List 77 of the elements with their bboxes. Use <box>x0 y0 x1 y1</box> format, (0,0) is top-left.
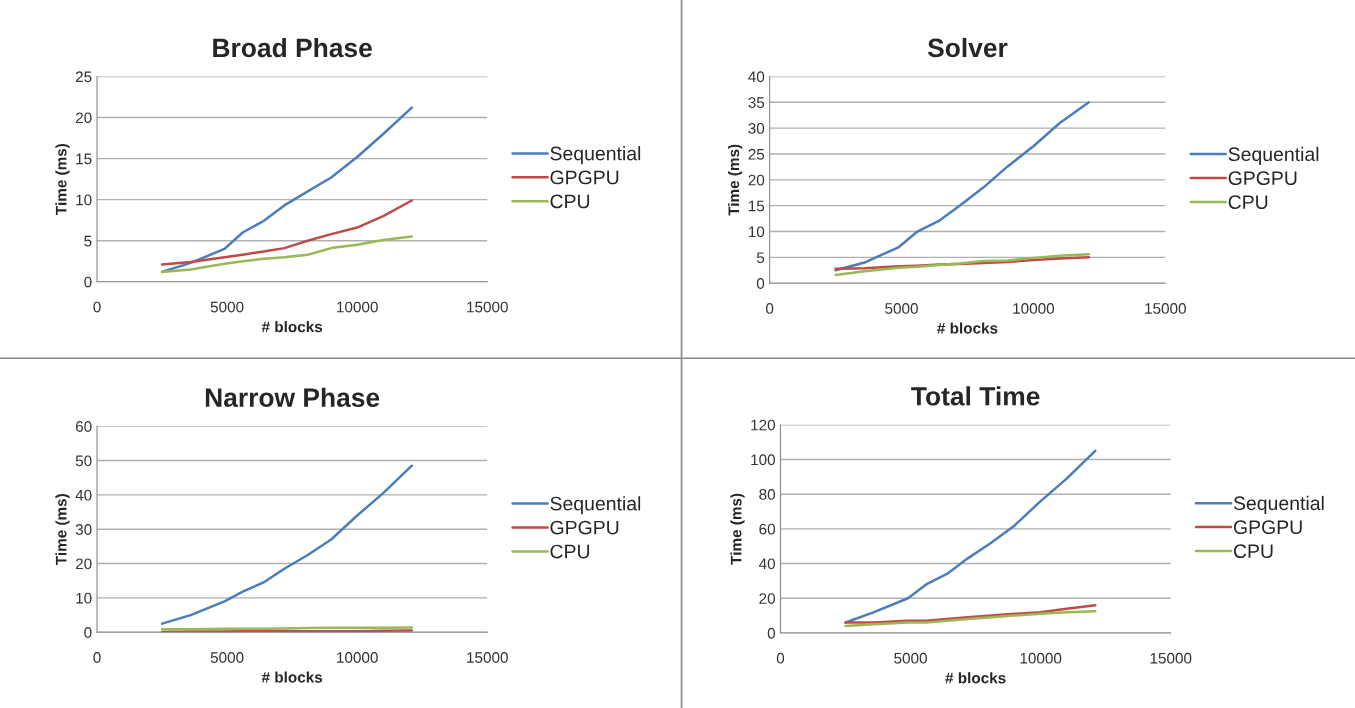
legend-label: GPGPU <box>1233 520 1302 535</box>
line-series <box>844 449 1097 624</box>
x-tick-label: 10000 <box>1013 303 1055 314</box>
y-tick-label: 80 <box>759 489 776 500</box>
y-tick-label: 10 <box>748 226 765 238</box>
chart-title: Total Time <box>911 386 1040 406</box>
chart-title: Narrow Phase <box>205 387 380 408</box>
x-tick-label: 5000 <box>210 301 244 313</box>
y-tick-label: 120 <box>751 419 776 431</box>
y-tick-label: 30 <box>75 524 92 535</box>
x-tick-label: 0 <box>93 301 101 313</box>
x-tick-label: 10000 <box>337 301 378 313</box>
x-tick-label: 5000 <box>210 652 244 663</box>
line-series <box>160 106 414 274</box>
y-tick-label: 100 <box>751 454 776 466</box>
x-tick-label: 15000 <box>467 301 508 313</box>
x-tick-label: 0 <box>776 652 785 664</box>
x-tick-label: 15000 <box>1150 652 1192 664</box>
x-axis-title: # blocks <box>261 671 323 683</box>
x-tick-label: 10000 <box>337 652 378 663</box>
y-tick-label: 20 <box>75 112 92 124</box>
y-tick-label: 60 <box>759 523 776 535</box>
x-axis-title: # blocks <box>261 321 323 333</box>
y-tick-label: 10 <box>76 592 92 604</box>
y-tick-label: 20 <box>748 174 765 186</box>
y-tick-label: 0 <box>756 278 765 289</box>
y-tick-label: 25 <box>75 71 92 83</box>
legend-label: CPU <box>1228 195 1268 210</box>
y-tick-label: 0 <box>84 276 92 288</box>
line-series <box>834 101 1091 272</box>
x-axis-title: # blocks <box>945 672 1006 684</box>
x-tick-label: 10000 <box>1020 652 1062 664</box>
legend-label: GPGPU <box>1228 171 1297 186</box>
legend-label: CPU <box>550 194 590 209</box>
y-tick-label: 50 <box>75 455 92 467</box>
line-series <box>844 610 1097 628</box>
legend-label: CPU <box>550 544 590 559</box>
line-series <box>160 464 414 625</box>
y-axis-title: Time (ms) <box>55 494 70 565</box>
legend-label: GPGPU <box>550 170 619 185</box>
y-tick-label: 40 <box>758 558 776 570</box>
y-tick-label: 5 <box>84 235 92 247</box>
line-series <box>844 603 1097 624</box>
x-tick-label: 5000 <box>894 652 927 664</box>
y-tick-label: 30 <box>748 123 765 134</box>
y-tick-label: 10 <box>76 194 92 206</box>
y-tick-label: 15 <box>748 200 765 212</box>
line-series <box>160 235 414 274</box>
x-axis-title: # blocks <box>937 322 998 334</box>
legend-label: CPU <box>1233 544 1273 559</box>
chart-title: Solver <box>927 37 1008 58</box>
legend-label: Sequential <box>550 496 641 515</box>
x-tick-label: 15000 <box>467 652 508 663</box>
y-axis-title: Time (ms) <box>730 493 745 565</box>
y-tick-label: 40 <box>748 71 765 83</box>
y-tick-label: 20 <box>759 593 776 604</box>
y-tick-label: 0 <box>767 627 776 639</box>
y-tick-label: 60 <box>75 421 92 432</box>
y-tick-label: 25 <box>748 148 765 160</box>
y-tick-label: 40 <box>75 489 92 501</box>
y-axis-title: Time (ms) <box>55 143 70 215</box>
legend-label: Sequential <box>550 146 641 165</box>
y-tick-label: 15 <box>76 153 92 165</box>
legend-label: Sequential <box>1233 495 1324 514</box>
line-series <box>160 199 414 266</box>
legend-label: Sequential <box>1228 146 1319 165</box>
y-tick-label: 5 <box>756 252 765 264</box>
y-tick-label: 35 <box>748 97 765 108</box>
x-tick-label: 5000 <box>885 303 918 314</box>
legend-label: GPGPU <box>550 520 619 535</box>
y-tick-label: 0 <box>84 627 92 638</box>
y-tick-label: 20 <box>75 558 92 570</box>
x-tick-label: 0 <box>93 652 101 663</box>
chart-title: Broad Phase <box>213 37 372 58</box>
line-series <box>834 253 1091 277</box>
x-tick-label: 15000 <box>1145 303 1186 314</box>
y-axis-title: Time (ms) <box>727 144 743 216</box>
